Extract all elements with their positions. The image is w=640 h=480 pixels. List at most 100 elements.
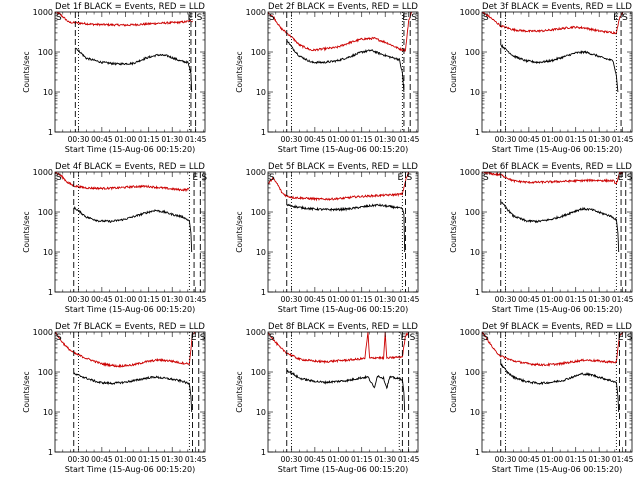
plot-frame xyxy=(267,331,419,453)
lld-series-line xyxy=(482,172,624,185)
y-tick-label: 100 xyxy=(251,48,266,57)
lld-series-line xyxy=(55,12,193,27)
plot-title: Det 9f BLACK = Events, RED = LLD xyxy=(482,322,632,332)
plot-frame xyxy=(54,331,206,453)
x-tick-label: 01:00 xyxy=(542,295,564,304)
y-tick-label: 1 xyxy=(475,288,480,297)
y-tick-label: 10 xyxy=(256,408,266,417)
events-series-line xyxy=(286,203,406,253)
start-marker-label: S xyxy=(56,173,62,183)
plot-frame xyxy=(54,11,206,133)
start-marker-label: S xyxy=(56,13,62,23)
start-marker-label: S xyxy=(269,333,275,343)
x-tick-label: 00:45 xyxy=(518,135,540,144)
events-series-line xyxy=(500,43,619,93)
start-marker-label: S xyxy=(269,13,275,23)
y-tick-label: 1000 xyxy=(33,328,53,337)
end-start-marker-label: S xyxy=(622,13,628,23)
x-tick-label: 01:15 xyxy=(351,455,373,464)
y-tick-label: 100 xyxy=(251,368,266,377)
end-marker-label: E xyxy=(192,173,198,183)
plot-title: Det 7f BLACK = Events, RED = LLD xyxy=(55,322,205,332)
start-marker-label: S xyxy=(483,173,489,183)
y-tick-label: 1000 xyxy=(33,8,53,17)
x-tick-label: 01:00 xyxy=(542,455,564,464)
x-tick-label: 01:30 xyxy=(374,135,396,144)
x-tick-label: 01:15 xyxy=(351,135,373,144)
x-tick-label: 00:45 xyxy=(304,135,326,144)
y-tick-label: 10 xyxy=(470,88,480,97)
x-tick-label: 01:30 xyxy=(588,455,610,464)
x-tick-label: 01:00 xyxy=(328,135,350,144)
x-tick-label: 01:15 xyxy=(351,295,373,304)
plot-frame xyxy=(481,171,633,293)
plot-title: Det 6f BLACK = Events, RED = LLD xyxy=(482,162,632,172)
y-tick-label: 1 xyxy=(48,128,53,137)
x-axis-label: Start Time (15-Aug-06 00:15:20) xyxy=(492,305,623,314)
x-tick-label: 01:30 xyxy=(374,455,396,464)
y-axis-label: Counts/sec xyxy=(22,51,31,92)
x-tick-label: 01:45 xyxy=(398,295,420,304)
end-marker-label: E xyxy=(188,13,194,23)
plot-title: Det 1f BLACK = Events, RED = LLD xyxy=(55,2,205,12)
plot-frame xyxy=(481,11,633,133)
x-tick-label: 01:00 xyxy=(115,455,137,464)
plot-title: Det 2f BLACK = Events, RED = LLD xyxy=(268,2,418,12)
x-axis-label: Start Time (15-Aug-06 00:15:20) xyxy=(278,305,409,314)
end-marker-label: E xyxy=(618,173,624,183)
y-tick-label: 1 xyxy=(261,128,266,137)
y-axis-label: Counts/sec xyxy=(449,51,458,92)
end-marker-label: E xyxy=(398,173,404,183)
x-tick-label: 00:45 xyxy=(91,455,113,464)
lld-series-line xyxy=(55,332,196,369)
y-tick-label: 10 xyxy=(470,248,480,257)
x-tick-label: 01:30 xyxy=(161,295,183,304)
y-tick-label: 100 xyxy=(38,48,53,57)
y-tick-label: 1000 xyxy=(246,328,266,337)
events-series-line xyxy=(500,201,620,253)
y-axis-label: Counts/sec xyxy=(22,371,31,412)
x-tick-label: 01:30 xyxy=(588,135,610,144)
x-tick-label: 01:15 xyxy=(565,135,587,144)
x-axis-label: Start Time (15-Aug-06 00:15:20) xyxy=(65,305,196,314)
y-tick-label: 100 xyxy=(38,208,53,217)
end-marker-label: E xyxy=(401,333,407,343)
x-tick-label: 01:15 xyxy=(565,455,587,464)
y-tick-label: 1 xyxy=(48,288,53,297)
y-axis-label: Counts/sec xyxy=(449,211,458,252)
y-tick-label: 1 xyxy=(261,448,266,457)
y-tick-label: 10 xyxy=(256,88,266,97)
y-tick-label: 1000 xyxy=(460,168,480,177)
y-tick-label: 1 xyxy=(48,448,53,457)
end-marker-label: E xyxy=(402,13,408,23)
start-marker-label: S xyxy=(483,13,489,23)
x-tick-label: 01:45 xyxy=(185,455,207,464)
plot-title: Det 5f BLACK = Events, RED = LLD xyxy=(268,162,418,172)
y-tick-label: 1 xyxy=(261,288,266,297)
end-marker-label: E xyxy=(618,333,624,343)
x-axis-label: Start Time (15-Aug-06 00:15:20) xyxy=(492,145,623,154)
x-tick-label: 01:45 xyxy=(612,295,634,304)
x-tick-label: 01:30 xyxy=(588,295,610,304)
x-tick-label: 01:00 xyxy=(115,295,137,304)
y-tick-label: 10 xyxy=(43,248,53,257)
end-marker-label: E xyxy=(191,333,197,343)
x-tick-label: 01:15 xyxy=(565,295,587,304)
plot-title: Det 4f BLACK = Events, RED = LLD xyxy=(55,162,205,172)
lld-series-line xyxy=(482,332,624,367)
start-marker-label: S xyxy=(269,173,275,183)
x-tick-label: 01:45 xyxy=(398,135,420,144)
x-axis-label: Start Time (15-Aug-06 00:15:20) xyxy=(278,465,409,474)
events-series-line xyxy=(286,39,405,93)
y-tick-label: 10 xyxy=(43,408,53,417)
x-tick-label: 01:45 xyxy=(612,135,634,144)
y-tick-label: 10 xyxy=(43,88,53,97)
x-tick-label: 01:00 xyxy=(328,455,350,464)
y-tick-label: 100 xyxy=(38,368,53,377)
x-tick-label: 01:30 xyxy=(374,295,396,304)
end-start-marker-label: S xyxy=(410,333,416,343)
x-tick-label: 01:15 xyxy=(138,295,160,304)
